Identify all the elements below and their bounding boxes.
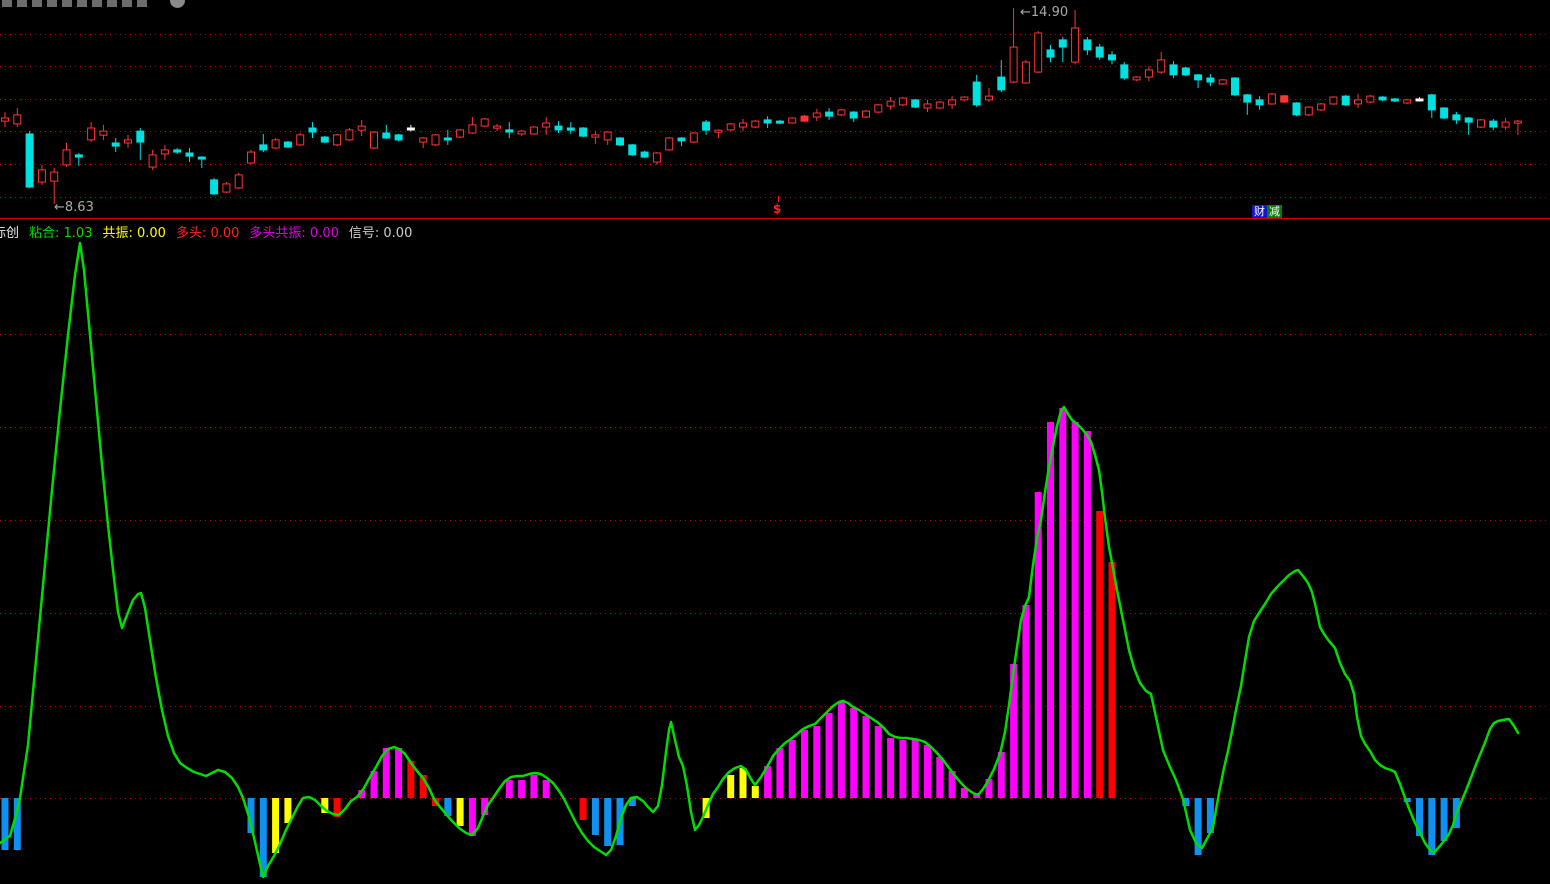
caijian-badge: 财 减 <box>1252 205 1282 219</box>
grid-line <box>0 334 1550 335</box>
grid-line <box>0 706 1550 707</box>
grid-line <box>0 520 1550 521</box>
indicator-header: 标创 粘合: 1.03 共振: 0.00 多头: 0.00 多头共振: 0.00… <box>0 223 1550 241</box>
low-price-label: ←8.63 <box>54 200 94 215</box>
badge-char-cai: 财 <box>1252 205 1267 219</box>
grid-line <box>0 613 1550 614</box>
grid-line <box>0 131 1550 132</box>
indicator-field-xinhao: 信号: 0.00 <box>348 226 413 241</box>
high-price-label: ←14.90 <box>1020 5 1069 20</box>
indicator-field-duotou: 多头: 0.00 <box>175 226 240 241</box>
dollar-signal-marker: $ <box>773 202 782 216</box>
badge-char-jian: 减 <box>1267 205 1282 219</box>
grid-line <box>0 798 1550 799</box>
panel-divider-line <box>0 218 1550 219</box>
dollar-marker-tick <box>778 196 779 202</box>
indicator-name: 标创 <box>0 226 20 241</box>
grid-line <box>0 66 1550 67</box>
indicator-field-gongzhen: 共振: 0.00 <box>102 226 166 241</box>
indicator-field-nianhe: 粘合: 1.03 <box>29 226 93 241</box>
clipped-title-text <box>2 0 150 7</box>
grid-line <box>0 34 1550 35</box>
clipped-circle-icon <box>170 0 185 8</box>
grid-line <box>0 427 1550 428</box>
grid-line <box>0 99 1550 100</box>
grid-line <box>0 164 1550 165</box>
indicator-field-duotou-gongzhen: 多头共振: 0.00 <box>249 226 339 241</box>
grid-line <box>0 197 1550 198</box>
